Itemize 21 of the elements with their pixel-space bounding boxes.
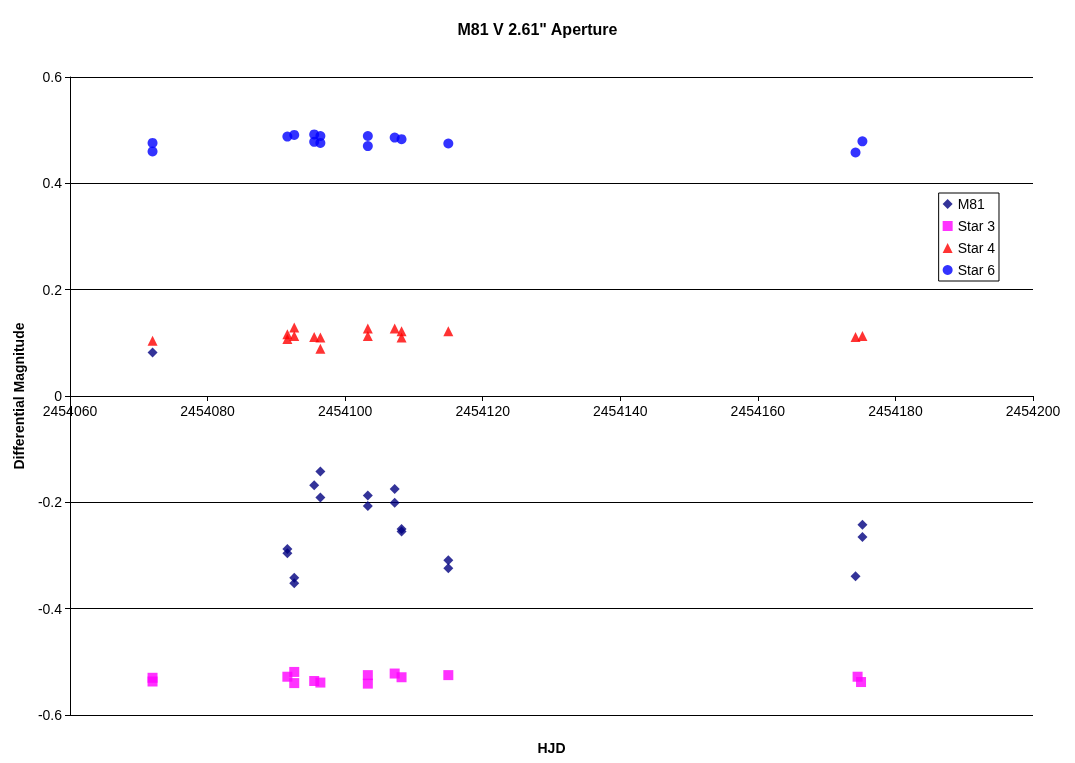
x-tick-label: 2454200 — [1005, 403, 1061, 419]
legend-label: Star 6 — [957, 262, 996, 278]
x-tick-label: 2454140 — [593, 403, 648, 419]
y-tick-label: 0.2 — [42, 281, 63, 298]
y-tick-label: 0 — [54, 388, 63, 404]
y-axis-title: Differential Magnitude — [11, 322, 27, 470]
y-tick-label: -0.4 — [37, 600, 63, 617]
x-tick-label: 2454160 — [730, 403, 786, 419]
y-tick-label: -0.6 — [37, 707, 63, 723]
x-tick-label: 2454080 — [180, 403, 236, 419]
y-tick-label: -0.2 — [37, 494, 63, 511]
y-tick-label: 0.4 — [42, 175, 63, 192]
legend-label: Star 3 — [957, 218, 996, 234]
y-tick-label: 0.6 — [42, 69, 63, 85]
x-tick-label: 2454100 — [317, 403, 373, 419]
x-tick-label: 2454120 — [455, 403, 511, 419]
chart-title: M81 V 2.61" Aperture — [457, 20, 618, 38]
legend-label: Star 4 — [957, 240, 996, 256]
legend-label: M81 — [957, 196, 986, 212]
x-tick-label: 2454180 — [868, 403, 923, 419]
x-axis-title: HJD — [537, 740, 566, 756]
